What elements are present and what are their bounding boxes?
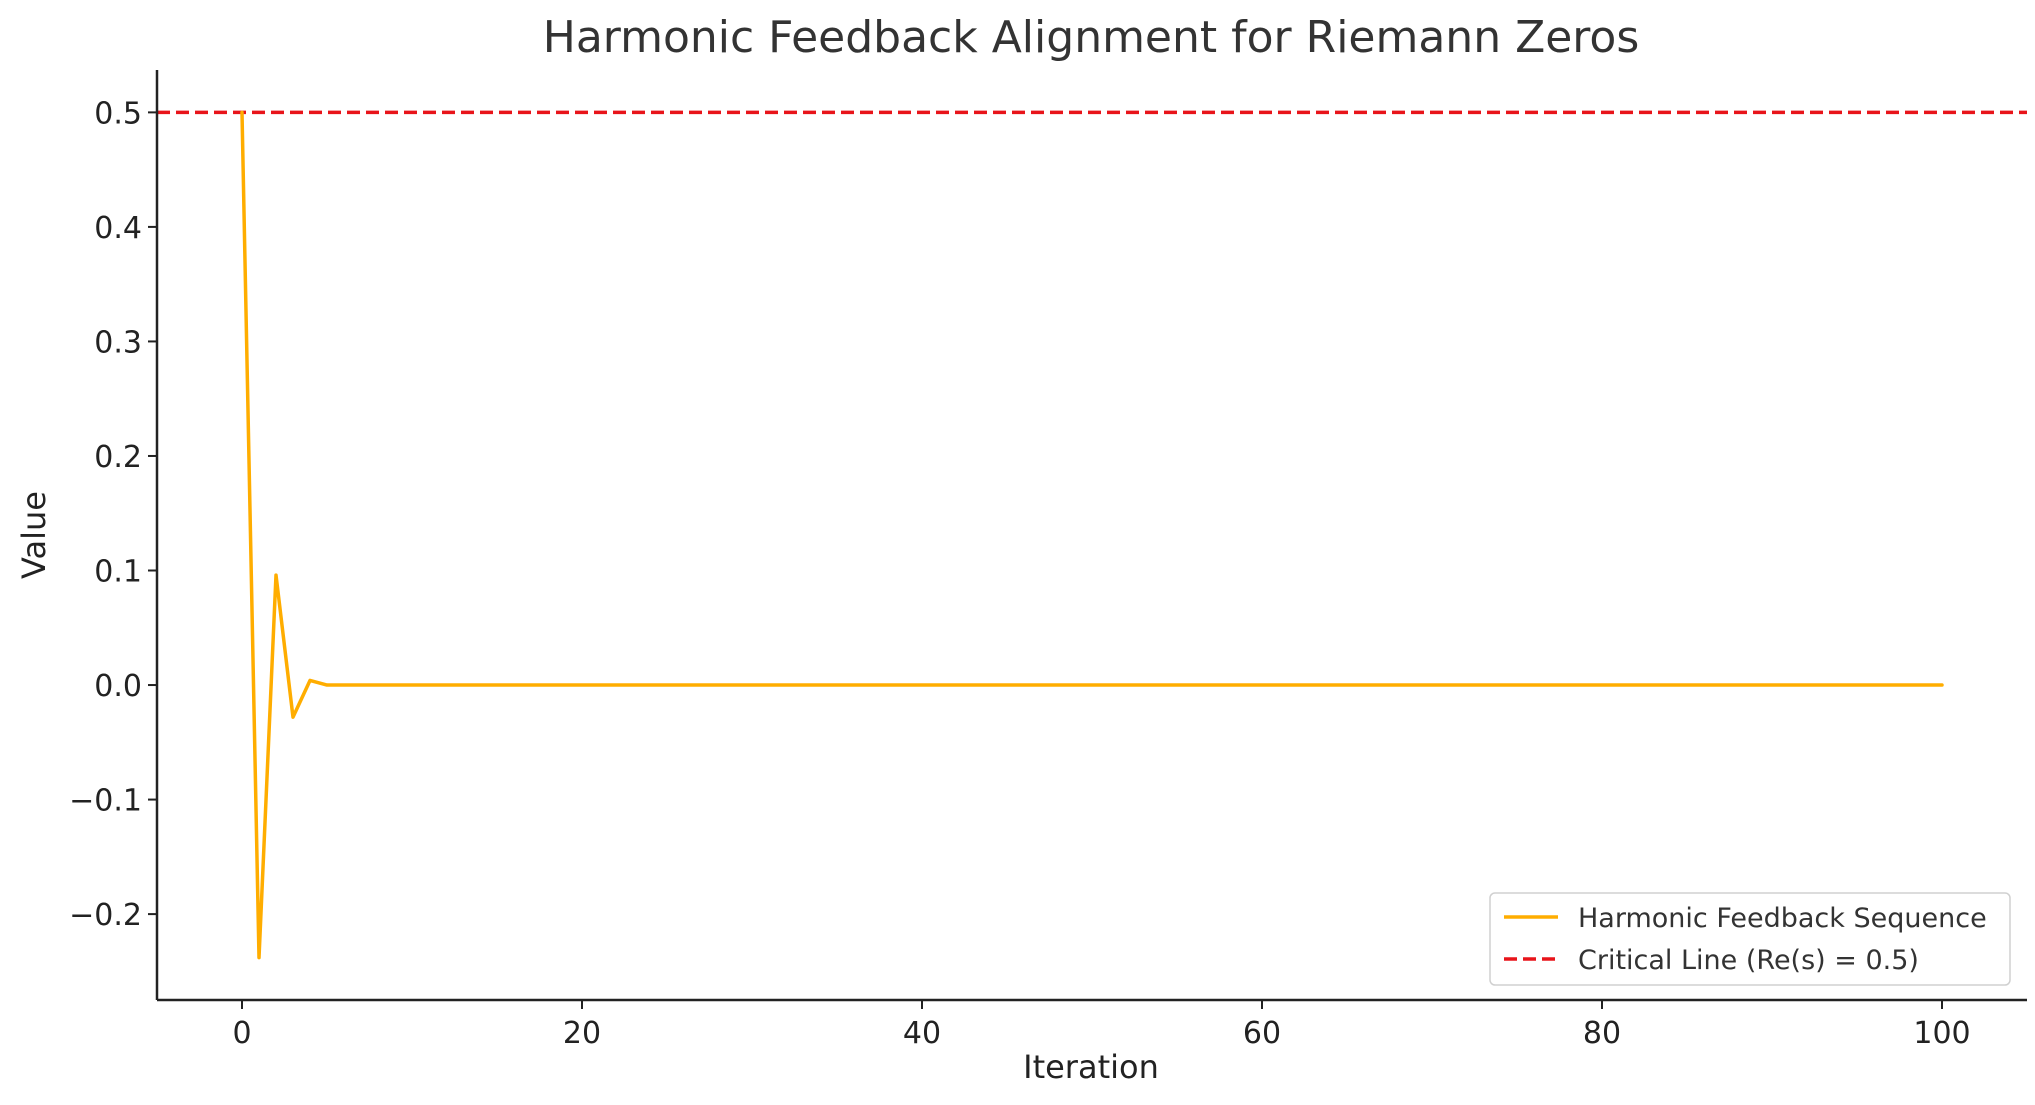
y-tick-label: 0.2 xyxy=(94,440,142,475)
x-tick-label: 40 xyxy=(903,1016,941,1051)
axes: 0 20 40 60 80 100 −0.2 −0.1 0.0 0.1 0.2 0.3 0.4 0.5 xyxy=(69,70,2027,1051)
legend-label-critical-line: Critical Line (Re(s) = 0.5) xyxy=(1578,945,1919,976)
chart-title: Harmonic Feedback Alignment for Riemann … xyxy=(543,12,1640,63)
x-tick-label: 60 xyxy=(1243,1016,1281,1051)
y-tick-label: −0.1 xyxy=(69,784,142,819)
legend: Harmonic Feedback Sequence Critical Line … xyxy=(1489,892,2011,986)
x-tick-label: 100 xyxy=(1913,1016,1970,1051)
x-tick-label: 80 xyxy=(1583,1016,1621,1051)
legend-box xyxy=(1489,892,2011,986)
legend-label-harmonic-feedback: Harmonic Feedback Sequence xyxy=(1578,903,1987,934)
y-axis-label: Value xyxy=(15,491,53,579)
series-line-harmonic-feedback xyxy=(240,110,1944,960)
x-tick-label: 20 xyxy=(563,1016,601,1051)
y-tick-label: 0.4 xyxy=(94,211,142,246)
y-tick-label: 0.5 xyxy=(94,96,142,131)
y-tick-label: 0.3 xyxy=(94,325,142,360)
plot-area xyxy=(157,110,2027,960)
y-tick-label: −0.2 xyxy=(69,898,142,933)
x-axis-label: Iteration xyxy=(1023,1048,1159,1086)
y-tick-label: 0.1 xyxy=(94,555,142,590)
y-tick-label: 0.0 xyxy=(94,669,142,704)
x-tick-label: 0 xyxy=(232,1016,251,1051)
